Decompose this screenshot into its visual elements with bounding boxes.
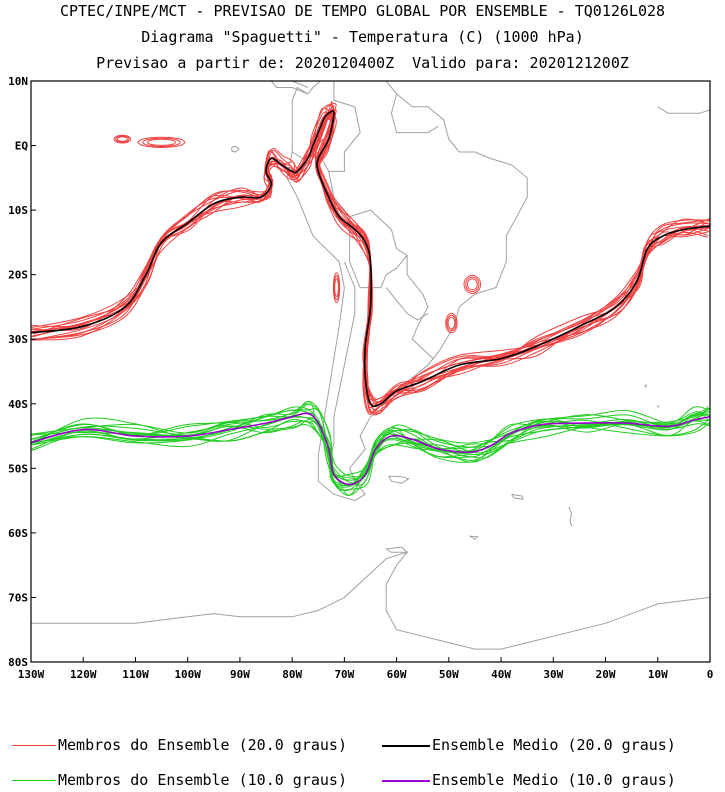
land-border-paraguay-argentina: [385, 287, 429, 321]
lon-tick-label: 80W: [282, 668, 302, 681]
legend-label-member-10: Membros do Ensemble (10.0 graus): [58, 771, 347, 789]
lat-tick-label: 40S: [8, 398, 28, 411]
lon-tick-group: 130W 120W 110W 100W 90W 80W 70W 60W 50W 40W 30W 20W…: [18, 657, 714, 681]
title-line-2: Diagrama "Spaguetti" - Temperatura (C) (…: [141, 28, 584, 46]
member-20-contour: [32, 104, 710, 404]
lat-tick-label: 50S: [8, 462, 28, 475]
member-20-loop: [463, 274, 482, 294]
mean-20-line: [31, 110, 710, 408]
land-south-georgia: [511, 493, 524, 500]
member-20-contour: [31, 109, 710, 414]
member-10-contour: [31, 402, 710, 492]
land-antarctica-coast: [31, 551, 710, 650]
lat-tick-label: 60S: [8, 527, 28, 540]
land-central-america: [270, 81, 308, 95]
legend-label-mean-20: Ensemble Medio (20.0 graus): [432, 736, 676, 754]
lat-tick-group: 10N EQ 10S 20S 30S 40S 50S 60S 70S 80S: [8, 75, 36, 669]
land-peninsula-islands: [385, 546, 409, 553]
land-border-andes: [328, 261, 356, 469]
land-falklands: [388, 475, 410, 484]
member-20-loop: [466, 278, 478, 291]
lon-tick-label: 90W: [230, 668, 250, 681]
land-gough-island: [657, 405, 660, 408]
title-line-3: Previsao a partir de: 2020120400Z Valido…: [96, 54, 629, 72]
member-20-contour: [31, 109, 710, 400]
lon-tick-label: 110W: [122, 668, 149, 681]
member-20-loop: [465, 276, 480, 293]
member-20-loop: [332, 272, 341, 303]
member-10-contour: [31, 406, 710, 496]
title-line-1: CPTEC/INPE/MCT - PREVISAO DE TEMPO GLOBA…: [59, 2, 666, 20]
lat-tick-label: 10S: [8, 204, 28, 217]
lon-tick-label: 0: [707, 668, 714, 681]
lon-tick-label: 120W: [70, 668, 97, 681]
member-20-contour: [31, 100, 710, 406]
legend-swatch-member-20: [12, 745, 56, 746]
lon-tick-label: 70W: [334, 668, 354, 681]
land-tristan-da-cunha: [644, 384, 648, 389]
member-10-contour: [32, 413, 709, 487]
member-20-loop: [446, 314, 457, 332]
legend-swatch-mean-20: [382, 745, 430, 747]
lon-tick-label: 60W: [387, 668, 407, 681]
member-20-loop: [116, 136, 128, 142]
legend-label-member-20: Membros do Ensemble (20.0 graus): [58, 736, 347, 754]
lon-tick-label: 40W: [491, 668, 511, 681]
member-20-loop: [445, 312, 458, 334]
lat-tick-label: 30S: [8, 333, 28, 346]
land-galapagos: [231, 145, 240, 153]
lon-tick-label: 50W: [439, 668, 459, 681]
lon-tick-label: 100W: [174, 668, 201, 681]
mean-10-contour: [31, 412, 710, 486]
legend-swatch-mean-10: [382, 780, 430, 782]
legend-label-mean-10: Ensemble Medio (10.0 graus): [432, 771, 676, 789]
land-border-colombia-venezuela: [328, 81, 361, 172]
member-20-loop: [333, 275, 340, 301]
lat-tick-label: 10N: [8, 75, 28, 88]
member-20-contour: [32, 112, 710, 415]
land-border-guianas: [390, 93, 439, 134]
member-20-loop: [447, 316, 456, 330]
lon-tick-label: 10W: [648, 668, 668, 681]
lat-tick-label: EQ: [15, 140, 29, 153]
member-20-loop: [113, 134, 132, 144]
land-south-orkney: [469, 535, 479, 540]
mean-10-line: [31, 412, 710, 486]
land-sandwich-islands: [568, 506, 573, 527]
member-20-loop: [146, 138, 177, 146]
lat-tick-label: 20S: [8, 269, 28, 282]
member-20-loop: [115, 135, 130, 143]
lon-tick-label: 30W: [543, 668, 563, 681]
members-10-contours: [31, 400, 710, 496]
legend-swatch-member-10: [12, 780, 56, 781]
member-20-loop: [142, 137, 181, 148]
map-frame: [30, 80, 711, 663]
lon-tick-label: 130W: [18, 668, 45, 681]
member-20-loop: [137, 136, 186, 149]
lat-tick-label: 70S: [8, 591, 28, 604]
lon-tick-label: 20W: [596, 668, 616, 681]
land-border-peru-brazil: [328, 171, 434, 359]
member-20-loop: [334, 278, 339, 298]
lat-tick-label: 80S: [8, 656, 28, 669]
member-10-contour: [32, 411, 709, 478]
member-10-contour: [31, 404, 710, 486]
land-west-africa-coast: [657, 106, 710, 114]
land-caribbean-coast: [290, 81, 308, 88]
mean-20-contour: [31, 110, 710, 408]
